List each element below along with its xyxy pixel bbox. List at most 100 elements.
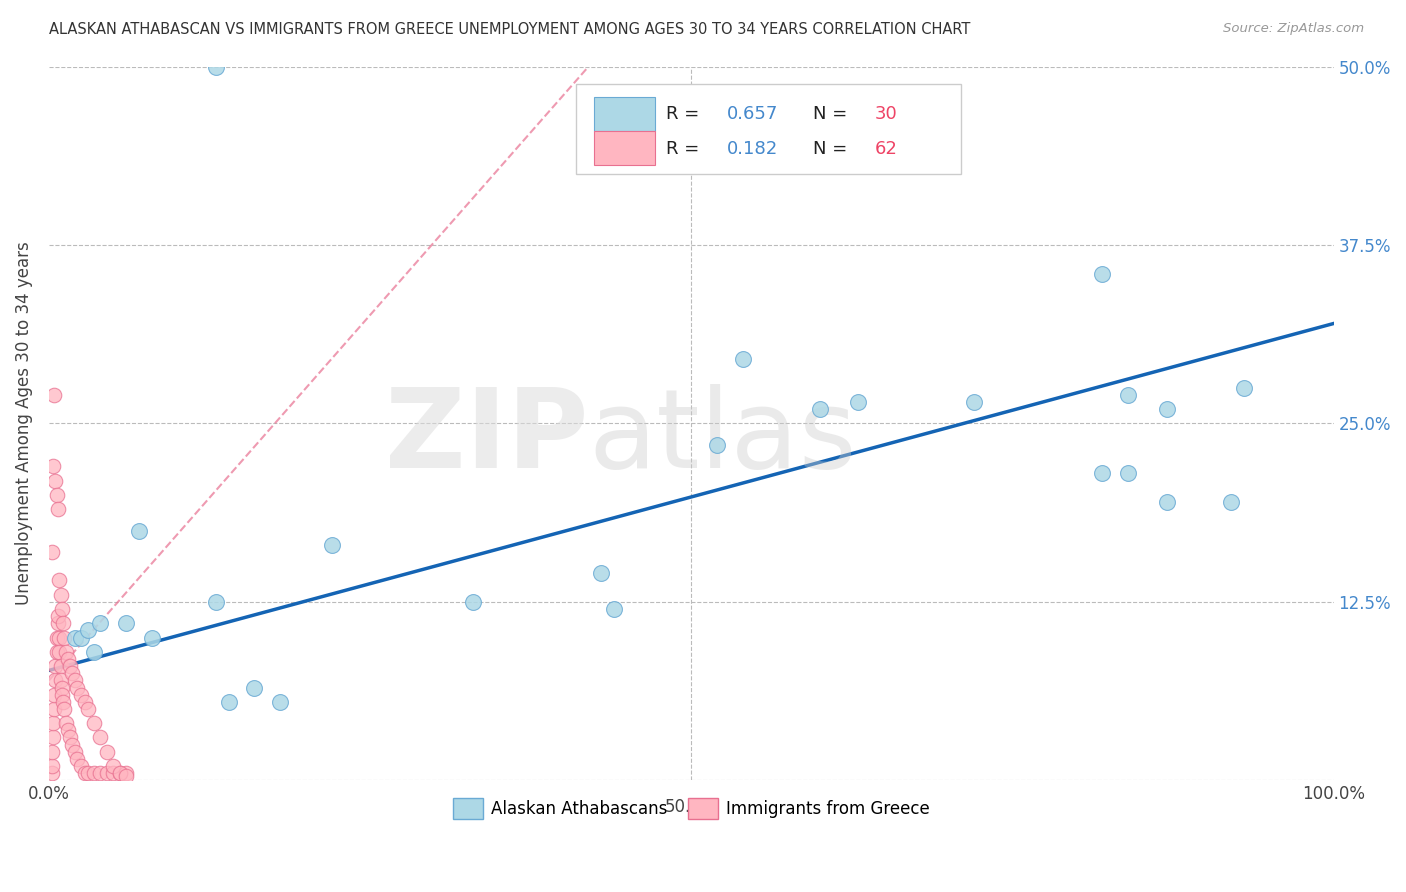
Text: atlas: atlas <box>589 384 858 491</box>
Y-axis label: Unemployment Among Ages 30 to 34 years: Unemployment Among Ages 30 to 34 years <box>15 242 32 606</box>
Point <box>1232 381 1254 395</box>
Point <box>51 602 73 616</box>
Text: R =: R = <box>665 140 704 158</box>
Point <box>115 766 138 780</box>
Point <box>58 731 80 745</box>
Point <box>63 673 86 688</box>
Point <box>45 488 67 502</box>
Point <box>1116 467 1139 481</box>
Point <box>60 666 83 681</box>
Point <box>70 688 93 702</box>
Point <box>76 766 98 780</box>
Point <box>73 766 96 780</box>
Point <box>44 659 66 673</box>
Point <box>46 609 69 624</box>
Point <box>205 595 228 609</box>
Point <box>46 502 69 516</box>
Point <box>42 388 65 402</box>
Point <box>66 752 89 766</box>
Point <box>53 631 76 645</box>
Point <box>48 645 70 659</box>
Point <box>1091 267 1114 281</box>
Point <box>45 645 67 659</box>
Point <box>53 702 76 716</box>
Text: ZIP: ZIP <box>385 384 589 491</box>
Point <box>52 616 75 631</box>
Point <box>41 545 63 559</box>
Point <box>1116 388 1139 402</box>
Text: 62: 62 <box>875 140 898 158</box>
Text: N =: N = <box>813 104 853 123</box>
Point <box>963 395 986 409</box>
Point <box>42 688 65 702</box>
Legend: Alaskan Athabascans, Immigrants from Greece: Alaskan Athabascans, Immigrants from Gre… <box>446 792 936 825</box>
Point <box>83 716 105 731</box>
Point <box>218 695 240 709</box>
Point <box>52 695 75 709</box>
Point <box>269 695 291 709</box>
Text: 50.0%: 50.0% <box>665 798 717 816</box>
Point <box>706 438 728 452</box>
Text: 0.182: 0.182 <box>727 140 779 158</box>
Point <box>41 745 63 759</box>
Point <box>96 766 118 780</box>
Point <box>83 766 105 780</box>
Point <box>1219 495 1241 509</box>
Point <box>41 766 63 780</box>
FancyBboxPatch shape <box>593 131 655 165</box>
Point <box>70 631 93 645</box>
Point <box>44 474 66 488</box>
Text: 0.657: 0.657 <box>727 104 779 123</box>
Point <box>45 631 67 645</box>
Point <box>66 681 89 695</box>
Point <box>115 616 138 631</box>
Point <box>141 631 163 645</box>
Point <box>49 588 72 602</box>
Point <box>48 631 70 645</box>
Point <box>89 616 111 631</box>
FancyBboxPatch shape <box>575 85 960 174</box>
Point <box>243 681 266 695</box>
Point <box>846 395 869 409</box>
Point <box>205 60 228 74</box>
Point <box>42 716 65 731</box>
Point <box>603 602 626 616</box>
Point <box>461 595 484 609</box>
Point <box>89 766 111 780</box>
Point <box>55 716 77 731</box>
Point <box>128 524 150 538</box>
Point <box>103 759 125 773</box>
Point <box>108 766 131 780</box>
Point <box>46 616 69 631</box>
Point <box>591 566 613 581</box>
Point <box>44 673 66 688</box>
Point <box>1091 467 1114 481</box>
Point <box>55 645 77 659</box>
Point <box>321 538 343 552</box>
Point <box>48 574 70 588</box>
Point <box>731 352 754 367</box>
Text: N =: N = <box>813 140 853 158</box>
Point <box>89 731 111 745</box>
Point <box>108 766 131 780</box>
Point <box>96 745 118 759</box>
Point <box>49 659 72 673</box>
Point <box>58 659 80 673</box>
Point <box>42 702 65 716</box>
Point <box>1156 402 1178 417</box>
Point <box>49 673 72 688</box>
Point <box>63 745 86 759</box>
Point <box>103 766 125 780</box>
Point <box>42 459 65 474</box>
Point <box>73 695 96 709</box>
FancyBboxPatch shape <box>593 96 655 131</box>
Point <box>76 702 98 716</box>
Point <box>42 731 65 745</box>
Point <box>83 645 105 659</box>
Text: ALASKAN ATHABASCAN VS IMMIGRANTS FROM GREECE UNEMPLOYMENT AMONG AGES 30 TO 34 YE: ALASKAN ATHABASCAN VS IMMIGRANTS FROM GR… <box>49 22 970 37</box>
Text: R =: R = <box>665 104 704 123</box>
Text: Source: ZipAtlas.com: Source: ZipAtlas.com <box>1223 22 1364 36</box>
Point <box>51 688 73 702</box>
Point <box>41 759 63 773</box>
Point <box>63 631 86 645</box>
